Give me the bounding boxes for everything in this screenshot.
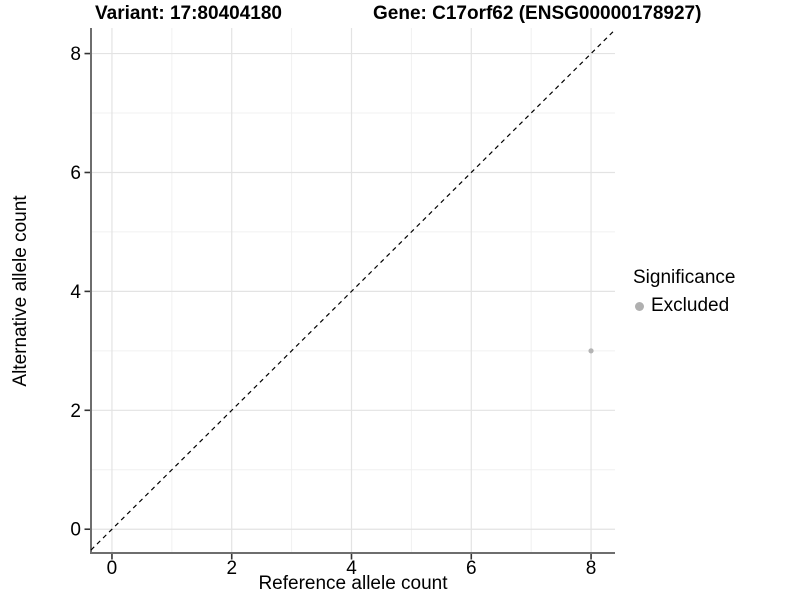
y-tick-label: 6 [70,163,81,184]
gene-title: Gene: C17orf62 (ENSG00000178927) [373,2,702,24]
legend-item: Excluded [633,295,735,317]
x-axis-label: Reference allele count [258,573,448,594]
data-point [588,348,594,354]
legend-title: Significance [633,267,736,288]
y-axis-label: Alternative allele count [10,195,31,387]
y-tick-label: 8 [70,44,81,65]
variant-title: Variant: 17:80404180 [95,2,282,24]
legend-key-dot [635,301,644,311]
y-tick-label: 0 [70,520,81,541]
x-tick-label: 4 [346,558,357,579]
x-tick-label: 6 [466,558,477,579]
legend: Significance Excluded [633,266,735,317]
x-tick-label: 2 [226,558,237,579]
legend-item-label: Excluded [651,295,730,316]
y-tick-label: 2 [70,401,81,422]
legend-items: Excluded [633,295,735,317]
x-tick-label: 8 [586,558,597,579]
y-tick-label: 4 [70,282,81,303]
x-tick-label: 0 [107,558,118,579]
identity-line [90,29,616,551]
